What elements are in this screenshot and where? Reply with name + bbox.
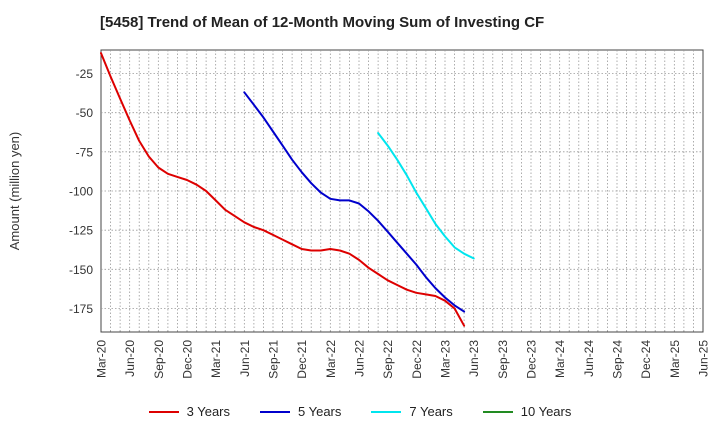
y-tick-label: -100 <box>69 185 93 199</box>
x-tick-label: Mar-20 <box>95 340 109 378</box>
y-tick-label: -125 <box>69 224 93 238</box>
y-tick-label: -25 <box>76 67 94 81</box>
y-axis-label: Amount (million yen) <box>7 132 22 251</box>
legend-label-3-years: 3 Years <box>186 404 230 419</box>
legend: 3 Years 5 Years 7 Years 10 Years <box>0 404 720 419</box>
x-tick-label: Sep-22 <box>381 340 395 379</box>
series-line-5-years <box>243 91 466 313</box>
legend-swatch-10-years <box>482 410 513 413</box>
series-layer <box>100 52 475 327</box>
legend-swatch-5-years <box>260 410 290 413</box>
legend-swatch-7-years <box>371 410 402 413</box>
y-tick-label: -150 <box>69 263 93 277</box>
x-tick-label: Dec-21 <box>295 340 309 379</box>
y-ticks: -25 -50 -75 -100 -125 -150 -175 <box>69 67 93 316</box>
x-tick-label: Sep-24 <box>611 340 625 379</box>
x-tick-label: Mar-25 <box>668 340 682 378</box>
x-tick-label: Jun-21 <box>238 340 252 377</box>
x-tick-label: Sep-23 <box>496 340 510 379</box>
x-tick-label: Dec-23 <box>525 340 539 379</box>
legend-label-10-years: 10 Years <box>520 404 572 419</box>
y-tick-label: -75 <box>76 145 94 159</box>
x-tick-label: Jun-25 <box>697 340 711 377</box>
x-tick-label: Mar-24 <box>553 340 567 378</box>
legend-label-5-years: 5 Years <box>298 404 342 419</box>
x-ticks: Mar-20 Jun-20 Sep-20 Dec-20 Mar-21 Jun-21 Sep-… <box>95 340 711 379</box>
legend-label-7-years: 7 Years <box>409 404 453 419</box>
y-tick-label: -175 <box>69 302 93 316</box>
grid-layer <box>101 50 703 332</box>
x-tick-label: Jun-22 <box>353 340 367 377</box>
x-tick-label: Mar-23 <box>439 340 453 378</box>
legend-swatch-3-years <box>148 410 179 413</box>
x-tick-label: Mar-22 <box>324 340 338 378</box>
x-tick-label: Sep-21 <box>267 340 281 379</box>
x-tick-label: Dec-20 <box>181 340 195 379</box>
series-line-7-years <box>377 132 475 260</box>
chart-title: [5458] Trend of Mean of 12-Month Moving … <box>100 14 545 31</box>
legend-item-5-years: 5 Years <box>260 404 341 419</box>
x-tick-label: Dec-22 <box>410 340 424 379</box>
x-tick-label: Jun-24 <box>582 340 596 377</box>
x-tick-label: Mar-21 <box>209 340 223 378</box>
x-tick-label: Sep-20 <box>152 340 166 379</box>
legend-item-3-years: 3 Years <box>148 404 230 419</box>
legend-item-7-years: 7 Years <box>371 404 453 419</box>
y-tick-label: -50 <box>76 106 94 120</box>
x-tick-label: Jun-20 <box>123 340 137 377</box>
x-tick-label: Dec-24 <box>639 340 653 379</box>
series-line-3-years <box>100 52 466 327</box>
legend-item-10-years: 10 Years <box>482 404 572 419</box>
x-tick-label: Jun-23 <box>467 340 481 377</box>
